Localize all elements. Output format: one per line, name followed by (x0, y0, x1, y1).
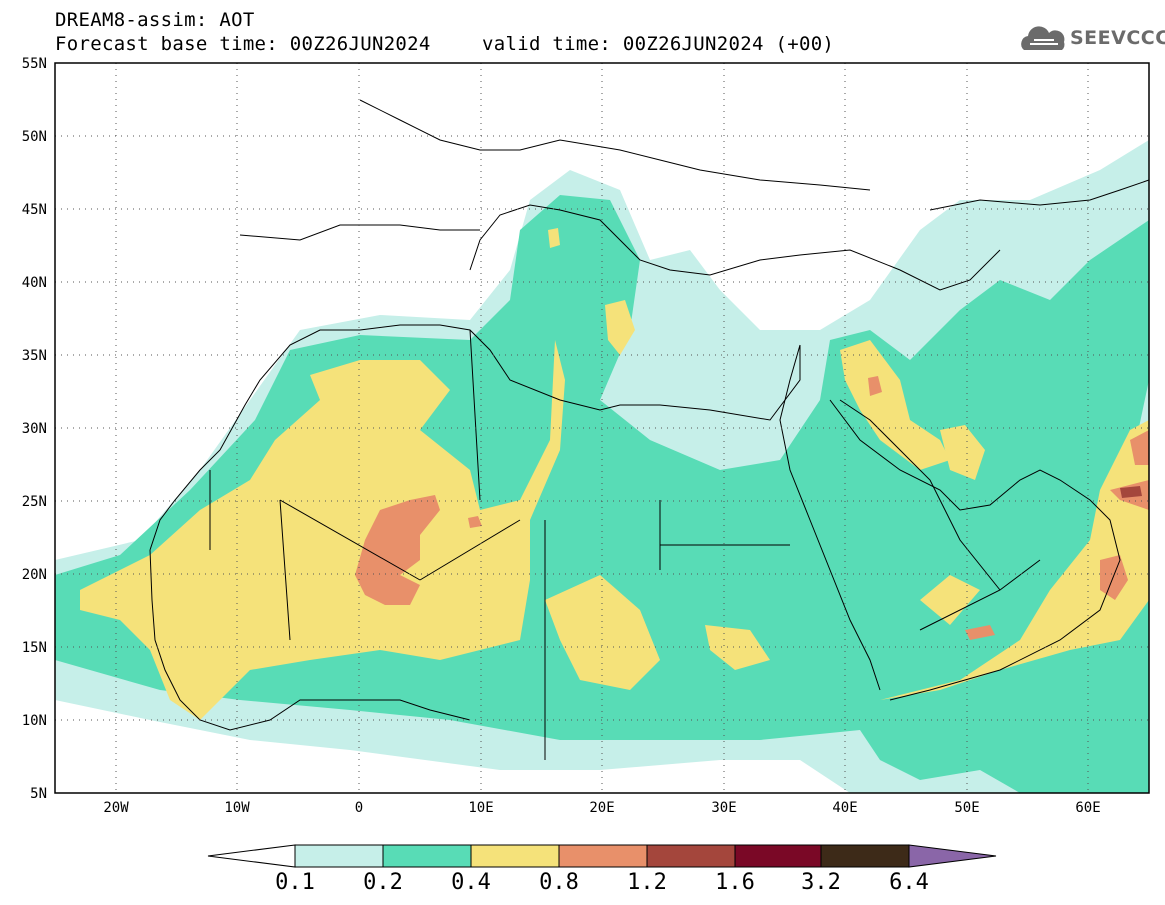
map-frame (54, 62, 1150, 794)
colorbar-segment (734, 844, 822, 868)
aot-level-0.4 (940, 425, 985, 480)
cloud-icon (1021, 26, 1065, 50)
colorbar-segment (382, 844, 472, 868)
lat-tick-label: 5N (30, 786, 47, 802)
colorbar-segment (820, 844, 910, 868)
valid-time-label: valid time: 00Z26JUN2024 (+00) (482, 33, 835, 55)
colorbar-over-arrow (908, 844, 997, 868)
lon-tick-label: 0 (355, 800, 363, 816)
colorbar-label: 0.8 (539, 870, 579, 895)
aot-level-0.4 (840, 340, 950, 470)
colorbar-label: 0.1 (275, 870, 315, 895)
lon-tick-label: 10E (468, 800, 493, 816)
base-time-label: Forecast base time: 00Z26JUN2024 (55, 33, 431, 55)
colorbar-label: 0.4 (451, 870, 491, 895)
lat-tick-label: 30N (22, 421, 47, 437)
logo-text: SEEVCCC (1070, 27, 1165, 49)
colorbar-label: 3.2 (801, 870, 841, 895)
lon-tick-label: 20W (103, 800, 129, 816)
aot-level-0.8 (468, 516, 482, 528)
colorbar-label: 1.6 (715, 870, 755, 895)
lat-axis: 55N 50N 45N 40N 35N 30N 25N 20N 15N 10N … (22, 56, 47, 802)
aot-level-0.4 (545, 575, 660, 690)
aot-level-0.4 (920, 575, 980, 625)
lat-tick-label: 55N (22, 56, 47, 72)
colorbar-label: 1.2 (627, 870, 667, 895)
lat-tick-label: 10N (22, 713, 47, 729)
aot-level-0.4 (605, 300, 635, 355)
coastlines (149, 99, 1149, 760)
lat-tick-label: 40N (22, 275, 47, 291)
lon-tick-label: 50E (954, 800, 979, 816)
lon-tick-label: 40E (832, 800, 857, 816)
grid-lines (55, 63, 1149, 793)
lon-tick-label: 10W (224, 800, 250, 816)
lat-tick-label: 45N (22, 202, 47, 218)
colorbar-segment (558, 844, 648, 868)
aot-level-0.4 (705, 625, 770, 670)
lat-tick-label: 15N (22, 640, 47, 656)
lon-tick-label: 60E (1075, 800, 1100, 816)
aot-shading (55, 140, 1149, 793)
colorbar-under-arrow (207, 844, 296, 868)
chart-title: DREAM8-assim: AOT (55, 9, 255, 31)
colorbar-label: 6.4 (889, 870, 929, 895)
aot-level-0.4 (80, 340, 565, 720)
lon-tick-label: 30E (711, 800, 736, 816)
colorbar-segment (294, 844, 384, 868)
colorbar-segment (470, 844, 560, 868)
aot-level-0.4 (880, 420, 1149, 700)
aot-level-0.8 (1130, 430, 1149, 465)
lon-tick-label: 20E (589, 800, 614, 816)
colorbar (207, 844, 997, 868)
lat-tick-label: 25N (22, 494, 47, 510)
aot-level-0.8 (868, 376, 882, 396)
colorbar-segment (646, 844, 736, 868)
aot-level-0.8 (965, 625, 995, 640)
colorbar-label: 0.2 (363, 870, 403, 895)
lat-tick-label: 35N (22, 348, 47, 364)
aot-level-0.4 (548, 228, 560, 248)
aot-level-0.8 (1100, 555, 1128, 600)
lon-axis: 20W 10W 0 10E 20E 30E 40E 50E 60E (103, 800, 1100, 816)
aot-level-1.2 (1120, 486, 1142, 498)
lat-tick-label: 50N (22, 129, 47, 145)
aot-level-0.8 (355, 495, 440, 605)
lat-tick-label: 20N (22, 567, 47, 583)
